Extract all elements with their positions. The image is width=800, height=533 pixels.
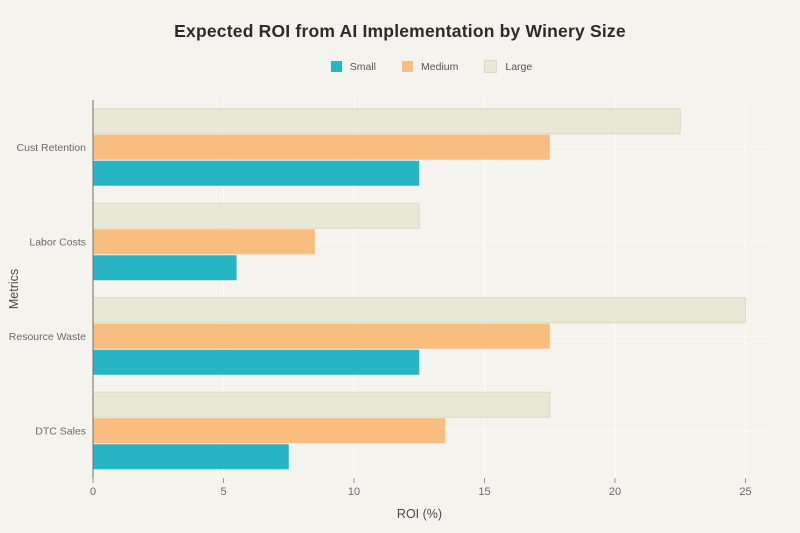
legend-item-medium[interactable]: Medium [402, 61, 458, 73]
bar-medium[interactable] [93, 134, 550, 160]
bar-large[interactable] [92, 391, 551, 418]
bar-small[interactable] [93, 444, 289, 470]
category-label: Resource Waste [9, 331, 86, 343]
x-tick-label: 0 [90, 486, 96, 498]
x-tick-label: 25 [739, 486, 751, 498]
bar-large[interactable] [92, 108, 681, 135]
y-axis-title: Metrics [7, 268, 21, 310]
legend-label: Medium [421, 60, 459, 73]
category-label: Labor Costs [29, 236, 86, 248]
bar-large[interactable] [92, 297, 746, 324]
legend-swatch-large [484, 60, 498, 73]
bar-medium[interactable] [93, 323, 550, 349]
x-tick-label: 5 [220, 486, 226, 498]
bar-small[interactable] [93, 160, 420, 186]
bar-small[interactable] [93, 255, 237, 281]
legend-item-large[interactable]: Large [484, 60, 532, 73]
category-label: DTC Sales [35, 425, 86, 437]
x-tick-label: 20 [609, 486, 621, 498]
bar-large[interactable] [92, 202, 420, 229]
legend-swatch-medium [402, 61, 414, 72]
legend-item-small[interactable]: Small [330, 60, 377, 73]
bar-medium[interactable] [93, 229, 315, 255]
chart-title: Expected ROI from AI Implementation by W… [174, 21, 626, 41]
legend-swatch-small [330, 61, 342, 72]
x-tick-label: 15 [478, 486, 490, 498]
bar-medium[interactable] [93, 418, 446, 444]
legend-label: Small [349, 60, 377, 73]
category-label: Cust Retention [17, 142, 87, 154]
legend: Small Medium Large [93, 60, 770, 73]
legend-label: Large [505, 60, 533, 73]
x-tick-label: 10 [348, 486, 360, 498]
x-axis-title: ROI (%) [396, 507, 443, 521]
bar-small[interactable] [93, 349, 420, 375]
